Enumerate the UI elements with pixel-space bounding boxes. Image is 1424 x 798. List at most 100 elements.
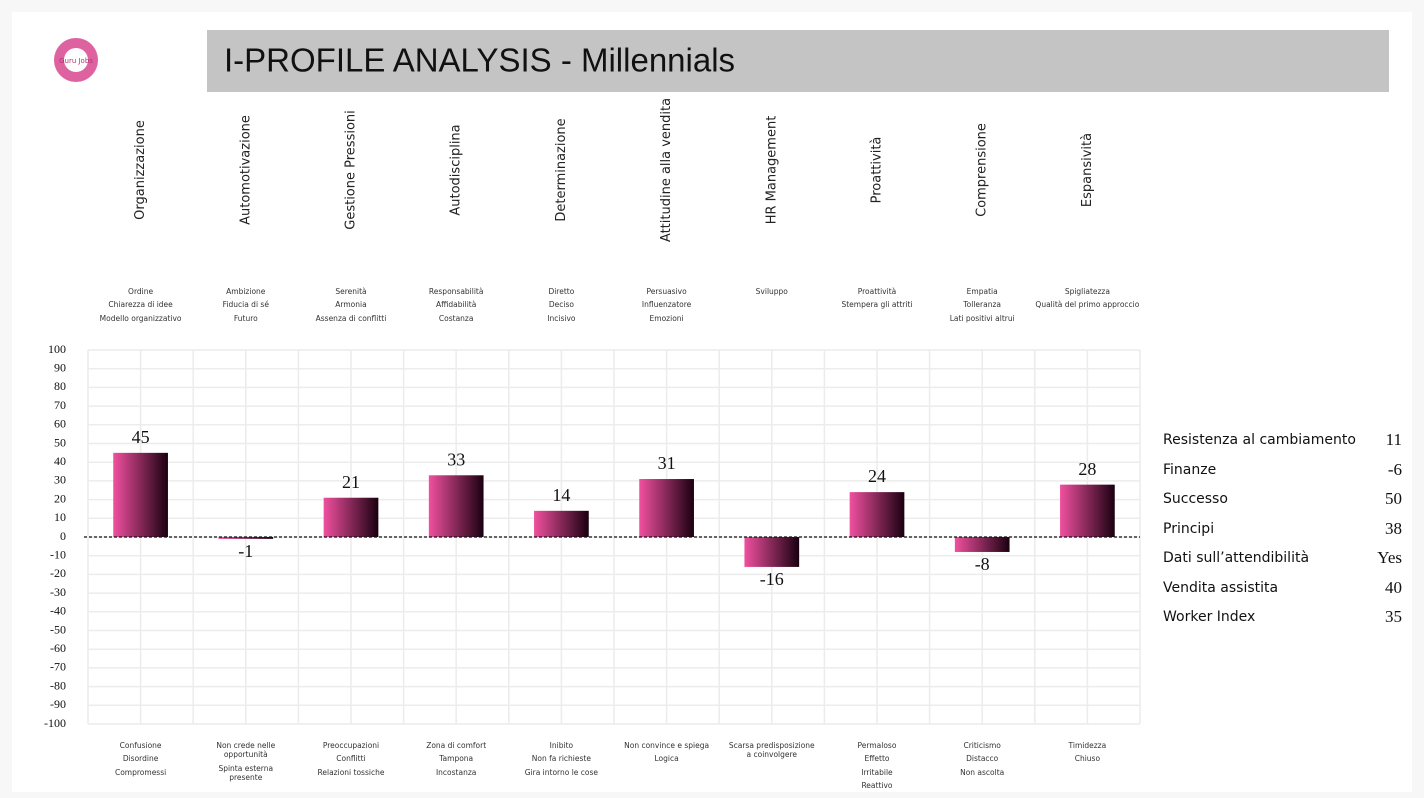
bar: [323, 497, 379, 537]
category-label: HR Management: [764, 116, 779, 225]
value-label: 28: [1078, 459, 1096, 479]
metric-label: Successo: [1163, 491, 1228, 507]
bar: [113, 452, 168, 537]
trait: Non fa richieste: [531, 754, 591, 764]
positive-traits: Sviluppo: [719, 287, 824, 300]
bar: [639, 479, 694, 537]
logo-text: Guru Jobs: [59, 57, 93, 65]
category-label: Attitudine alla vendita: [659, 98, 674, 242]
metric-label: Worker Index: [1163, 609, 1256, 625]
metric-value: Yes: [1377, 548, 1402, 567]
negative-traits: Inibito Non fa richieste Gira intorno le c…: [517, 741, 606, 781]
metric-value: -6: [1387, 459, 1402, 479]
trait: Influenzatore: [641, 300, 692, 310]
y-tick-label: 20: [54, 491, 66, 505]
negative-traits: Scarsa predisposizione a coinvolgere: [727, 741, 816, 764]
trait: Modello organizzativo: [99, 313, 182, 323]
y-tick-label: -10: [50, 547, 66, 561]
chart-title: I-PROFILE ANALYSIS - Millennials: [224, 42, 735, 79]
positive-traits: Diretto Deciso Incisivo: [509, 287, 614, 327]
positive-traits: Empatia Tolleranza Lati positivi altrui: [930, 287, 1035, 327]
trait: Logica: [654, 754, 679, 764]
category-label: Gestione Pressioni: [344, 110, 359, 230]
trait: Qualità del primo approccio: [1035, 300, 1140, 310]
bar: [849, 492, 905, 537]
trait: Fiducia di sé: [222, 300, 269, 310]
category-label: Autodisciplina: [449, 124, 464, 215]
trait: Diretto: [548, 287, 575, 296]
trait: Zona di comfort: [426, 741, 487, 750]
trait: Armonia: [335, 300, 367, 310]
trait: Distacco: [966, 754, 999, 764]
trait: Effetto: [864, 754, 890, 764]
trait: Compromessi: [114, 767, 167, 777]
metric-label: Resistenza al cambiamento: [1163, 432, 1356, 448]
y-tick-label: -60: [50, 641, 66, 655]
positive-traits: Proattività Stempera gli attriti: [824, 287, 929, 314]
value-label: 14: [552, 485, 570, 505]
y-tick-label: -100: [44, 716, 66, 730]
y-tick-label: -90: [50, 697, 66, 711]
value-label: -8: [975, 554, 990, 574]
bar: [954, 537, 1010, 552]
y-tick-label: 40: [54, 454, 66, 468]
metric-value: 40: [1385, 577, 1402, 597]
metric-label: Vendita assistita: [1163, 579, 1279, 596]
positive-traits: Spigliatezza Qualità del primo approccio: [1035, 287, 1140, 314]
trait: Conflitti: [336, 754, 366, 764]
trait: Chiarezza di idee: [108, 300, 173, 310]
negative-traits: Permaloso Effetto Irritabile Reattivo: [832, 741, 921, 795]
trait: Relazioni tossiche: [317, 767, 385, 777]
y-tick-label: -40: [50, 604, 66, 618]
trait: Incostanza: [435, 767, 477, 777]
trait: Preoccupazioni: [322, 741, 380, 750]
category-label: Automotivazione: [238, 115, 253, 225]
metric-label: Finanze: [1163, 461, 1217, 478]
trait: Reattivo: [861, 781, 893, 791]
metric-value: 35: [1385, 607, 1402, 626]
trait: Serenità: [335, 287, 367, 296]
trait: Costanza: [438, 313, 474, 323]
trait: Lati positivi altrui: [949, 313, 1015, 323]
trait: Futuro: [233, 313, 258, 323]
bar: [218, 537, 274, 539]
bar: [744, 537, 800, 567]
y-tick-label: 70: [54, 398, 66, 412]
trait: Disordine: [122, 754, 159, 764]
trait: Timidezza: [1068, 741, 1107, 750]
trait: Responsabilità: [428, 287, 484, 296]
trait: Spigliatezza: [1064, 287, 1110, 296]
positive-traits: Ambizione Fiducia di sé Futuro: [193, 287, 298, 327]
trait: Tampona: [439, 754, 474, 764]
y-tick-label: -70: [50, 660, 66, 674]
positive-traits: Responsabilità Affidabilità Costanza: [404, 287, 509, 327]
trait: Chiuso: [1074, 754, 1101, 764]
metric-value: 38: [1385, 518, 1402, 538]
trait: Permaloso: [857, 741, 897, 750]
trait: Spinta esterna presente: [218, 763, 274, 783]
trait: Stempera gli attriti: [841, 300, 913, 310]
negative-traits: Zona di comfort Tampona Incostanza: [412, 741, 501, 781]
metric-value: 50: [1385, 489, 1402, 508]
trait: Empatia: [966, 287, 998, 296]
negative-traits: Timidezza Chiuso: [1043, 741, 1132, 768]
value-label: -1: [238, 541, 253, 561]
value-label: 24: [868, 466, 886, 486]
trait: Ordine: [128, 287, 154, 296]
trait: Incisivo: [547, 313, 576, 323]
trait: Tolleranza: [963, 300, 1002, 310]
negative-traits: Criticismo Distacco Non ascolta: [938, 741, 1027, 781]
metric-label: Dati sull’attendibilità: [1163, 550, 1310, 566]
category-label: Espansività: [1080, 133, 1095, 207]
negative-traits: Non convince e spiega Logica: [622, 741, 711, 768]
y-tick-label: -50: [50, 622, 66, 636]
trait: Non convince e spiega: [624, 741, 710, 750]
y-tick-label: 10: [54, 510, 66, 524]
trait: Scarsa predisposizione a coinvolgere: [728, 741, 815, 760]
y-tick-label: 0: [60, 529, 66, 543]
negative-traits: Confusione Disordine Compromessi: [96, 741, 185, 781]
negative-traits: Preoccupazioni Conflitti Relazioni tossich…: [306, 741, 395, 781]
category-label: Organizzazione: [133, 120, 148, 220]
